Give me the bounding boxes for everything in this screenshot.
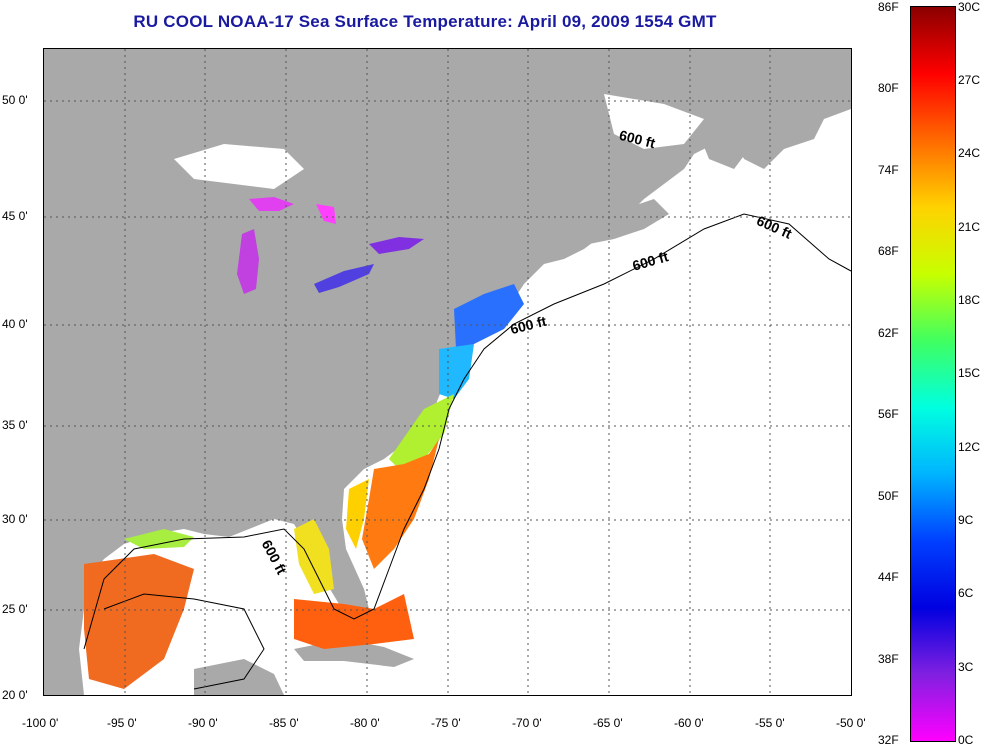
carolina-shelf-sst xyxy=(389,394,454,469)
lake-huron-sst xyxy=(316,204,336,224)
colorbar-c-label: 24C xyxy=(958,146,981,160)
colorbar-c-label: 9C xyxy=(958,513,974,527)
gulf-of-maine-sst xyxy=(454,284,524,349)
lat-label: 40 0' xyxy=(2,317,28,331)
colorbar-f-label: 56F xyxy=(878,407,899,421)
lake-michigan-sst xyxy=(237,229,259,294)
colorbar-c-label: 18C xyxy=(958,293,981,307)
colorbar-f-label: 50F xyxy=(878,489,899,503)
lon-label: -70 0' xyxy=(512,716,542,730)
lon-label: -95 0' xyxy=(107,716,137,730)
colorbar-f-label: 32F xyxy=(878,733,899,747)
lat-label: 50 0' xyxy=(2,93,28,107)
map-canvas xyxy=(44,49,851,695)
gulf-west-sst xyxy=(84,554,194,689)
lat-label: 45 0' xyxy=(2,209,28,223)
newfoundland-land xyxy=(694,89,759,169)
lat-label: 35 0' xyxy=(2,418,28,432)
temperature-colorbar xyxy=(910,6,956,742)
lat-label: 30 0' xyxy=(2,512,28,526)
yucatan-land xyxy=(194,659,284,695)
lon-label: -85 0' xyxy=(269,716,299,730)
colorbar-c-label: 27C xyxy=(958,73,981,87)
florida-east-sst xyxy=(346,479,369,549)
colorbar-f-label: 44F xyxy=(878,570,899,584)
cloud-area-gulf-st-lawrence xyxy=(604,94,704,149)
lon-label: -80 0' xyxy=(350,716,380,730)
lon-label: -100 0' xyxy=(22,716,59,730)
grid-lines xyxy=(44,49,851,695)
lat-label: 20 0' xyxy=(2,688,28,702)
florida-gulf-sst xyxy=(294,519,334,594)
colorbar-c-label: 3C xyxy=(958,660,974,674)
colorbar-c-label: 30C xyxy=(958,0,981,14)
colorbar-c-label: 15C xyxy=(958,366,981,380)
map-title: RU COOL NOAA-17 Sea Surface Temperature:… xyxy=(133,12,717,31)
sst-map[interactable]: 600 ft 600 ft 600 ft 600 ft 600 ft xyxy=(43,48,852,696)
colorbar-f-label: 86F xyxy=(878,0,899,14)
colorbar-f-label: 38F xyxy=(878,652,899,666)
lon-label: -75 0' xyxy=(431,716,461,730)
gulf-stream-sst xyxy=(362,439,439,569)
nova-scotia-land xyxy=(584,199,669,244)
lon-label: -60 0' xyxy=(674,716,704,730)
lon-label: -90 0' xyxy=(188,716,218,730)
florida-strait-sst xyxy=(294,594,414,649)
gulf-depth-contour xyxy=(103,593,265,690)
lon-label: -65 0' xyxy=(593,716,623,730)
colorbar-f-label: 62F xyxy=(878,326,899,340)
colorbar-c-label: 21C xyxy=(958,220,981,234)
colorbar-f-label: 74F xyxy=(878,163,899,177)
lake-erie-sst xyxy=(314,264,374,293)
colorbar-c-label: 12C xyxy=(958,440,981,454)
lake-ontario-sst xyxy=(369,237,424,254)
colorbar-f-label: 68F xyxy=(878,244,899,258)
colorbar-f-label: 80F xyxy=(878,81,899,95)
colorbar-c-label: 6C xyxy=(958,586,974,600)
depth-contour-600ft xyxy=(83,213,851,650)
lon-label: -55 0' xyxy=(755,716,785,730)
lon-label: -50 0' xyxy=(836,716,866,730)
cloud-area-north xyxy=(174,144,304,189)
lake-superior-sst xyxy=(249,197,294,211)
gulf-north-sst xyxy=(124,529,194,549)
colorbar-c-label: 0C xyxy=(958,733,974,747)
lat-label: 25 0' xyxy=(2,602,28,616)
